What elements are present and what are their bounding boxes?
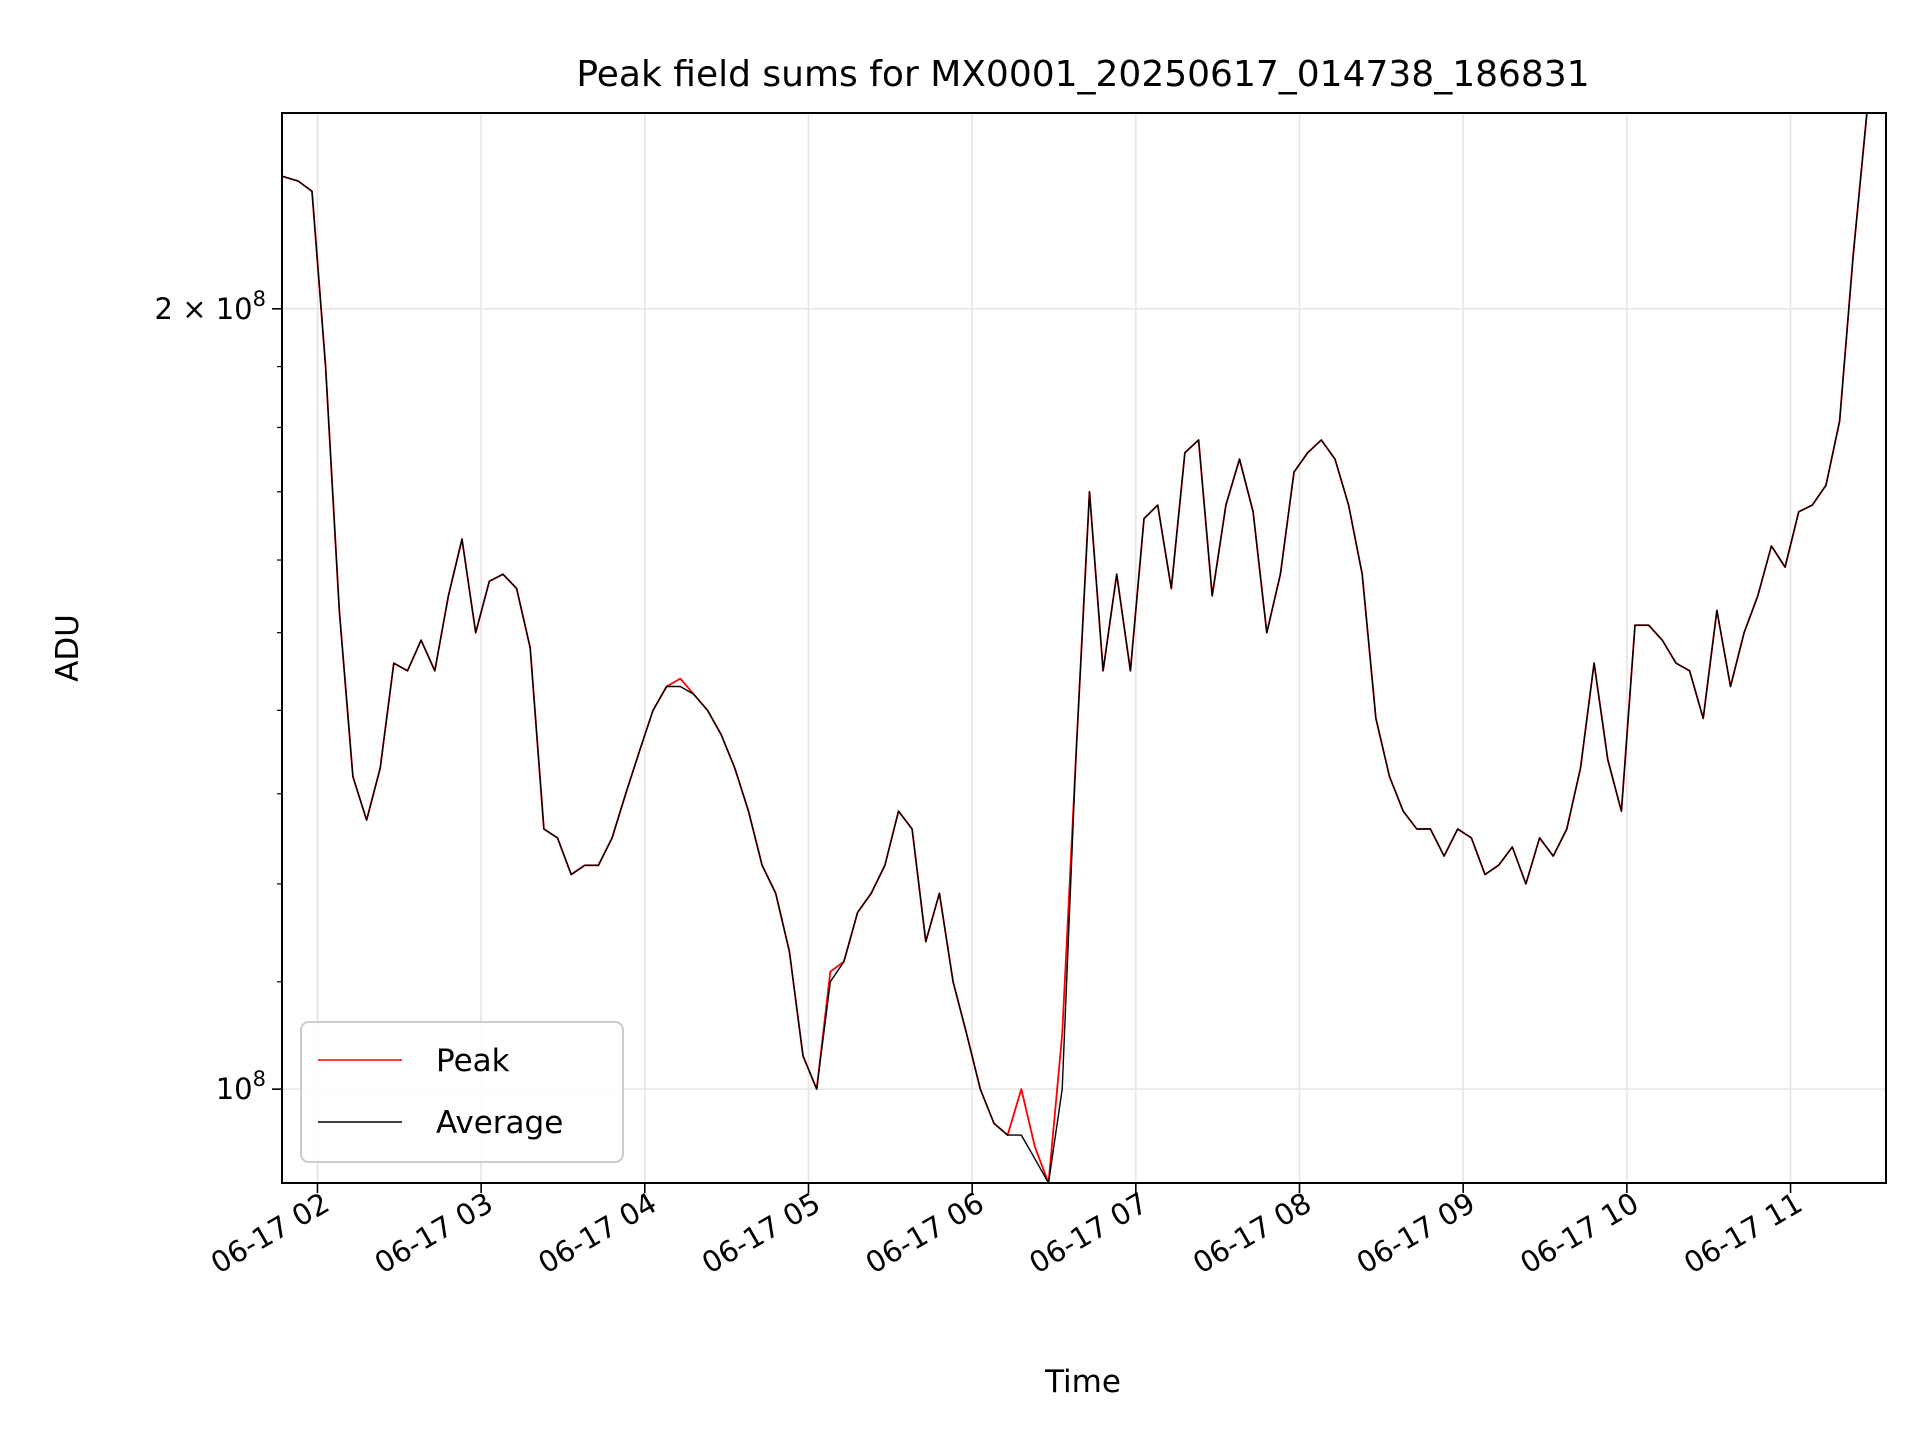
y-tick-mantissa: 2 × 10 [155,292,253,326]
plot-area [282,113,1881,1183]
series-group [282,113,1881,1183]
y-tick-exponent: 8 [253,287,266,311]
y-axis-label: ADU [50,614,86,682]
y-tick-exponent: 8 [253,1067,266,1091]
series-line-average [282,113,1881,1183]
y-tick-label: 2 × 108 [155,287,266,326]
y-tick-mantissa: 10 [216,1072,253,1106]
legend-label-average: Average [436,1105,563,1141]
plot-frame [281,112,1887,1184]
grid-lines [282,113,1886,1183]
legend-box [300,1021,624,1163]
x-axis-label: Time [1044,1364,1121,1400]
y-tick-label: 108 [216,1067,266,1106]
legend: Peak Average [300,1021,624,1163]
chart-title: Peak field sums for MX0001_20250617_0147… [576,54,1589,95]
legend-label-peak: Peak [436,1043,510,1079]
